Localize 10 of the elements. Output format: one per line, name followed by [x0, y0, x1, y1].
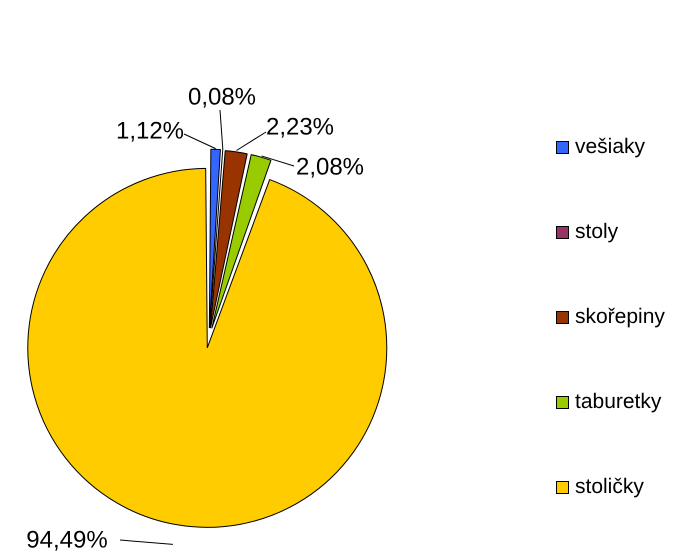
legend-label: skořepiny — [575, 305, 665, 329]
data-label: 2,23% — [266, 114, 334, 141]
data-label: 1,12% — [116, 118, 184, 145]
legend-label: taburetky — [575, 390, 662, 414]
data-label: 2,08% — [296, 154, 364, 181]
legend-label: stoličky — [575, 475, 644, 499]
data-label: 0,08% — [188, 84, 256, 111]
data-label: 94,49% — [26, 526, 108, 554]
legend-label: vešiaky — [575, 135, 646, 159]
legend-label: stoly — [575, 220, 618, 244]
